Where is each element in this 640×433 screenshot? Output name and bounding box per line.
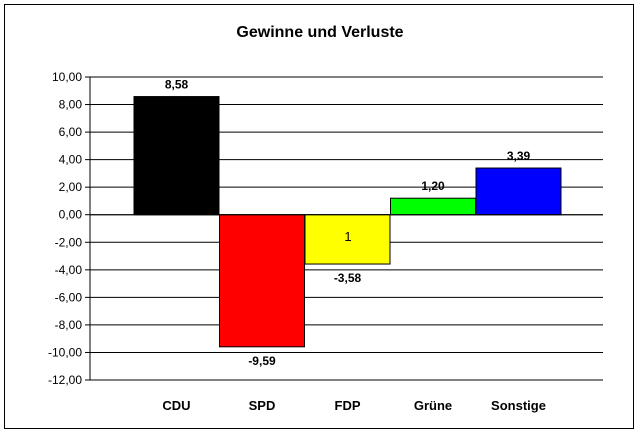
y-tick-label: -8,00 bbox=[55, 318, 83, 332]
data-label: 8,58 bbox=[165, 78, 189, 92]
y-tick-label: 4,00 bbox=[59, 153, 83, 167]
chart-title: Gewinne und Verluste bbox=[236, 24, 403, 41]
y-tick-label: -10,00 bbox=[48, 345, 82, 359]
x-tick-label: FDP bbox=[335, 398, 361, 413]
y-axis: 10,00 8,00 6,00 4,00 2,00 0,00 -2,00 -4,00 -6,00… bbox=[48, 70, 91, 387]
x-tick-label: CDU bbox=[162, 398, 190, 413]
y-tick-label: 2,00 bbox=[59, 180, 83, 194]
y-tick-label: -4,00 bbox=[55, 263, 83, 277]
y-tick-label: 10,00 bbox=[52, 70, 82, 84]
category-labels: CDU SPD FDP Grüne Sonstige bbox=[162, 398, 546, 413]
y-tick-label: 0,00 bbox=[59, 208, 83, 222]
bar-grüne bbox=[390, 197, 476, 216]
bars bbox=[90, 96, 603, 348]
data-label: -9,59 bbox=[248, 354, 276, 368]
data-labels: 8,58 -9,59 -3,58 1,20 3,39 bbox=[165, 78, 531, 368]
y-tick-label: -12,00 bbox=[48, 373, 82, 387]
y-tick-label: -6,00 bbox=[55, 290, 83, 304]
data-label: -3,58 bbox=[334, 271, 362, 285]
y-tick-label: 8,00 bbox=[59, 98, 83, 112]
x-tick-label: Sonstige bbox=[491, 398, 546, 413]
x-tick-label: SPD bbox=[249, 398, 276, 413]
data-label: 1,20 bbox=[421, 179, 445, 193]
x-tick-label: Grüne bbox=[414, 398, 452, 413]
y-tick-label: 6,00 bbox=[59, 125, 83, 139]
data-label: 3,39 bbox=[507, 149, 531, 163]
bar-fdp bbox=[304, 214, 391, 265]
bar-sonstige bbox=[475, 167, 562, 216]
bar-cdu bbox=[133, 96, 220, 216]
bar-spd bbox=[219, 214, 305, 348]
y-tick-label: -2,00 bbox=[55, 235, 83, 249]
bar-annotation: 1 bbox=[344, 229, 351, 244]
